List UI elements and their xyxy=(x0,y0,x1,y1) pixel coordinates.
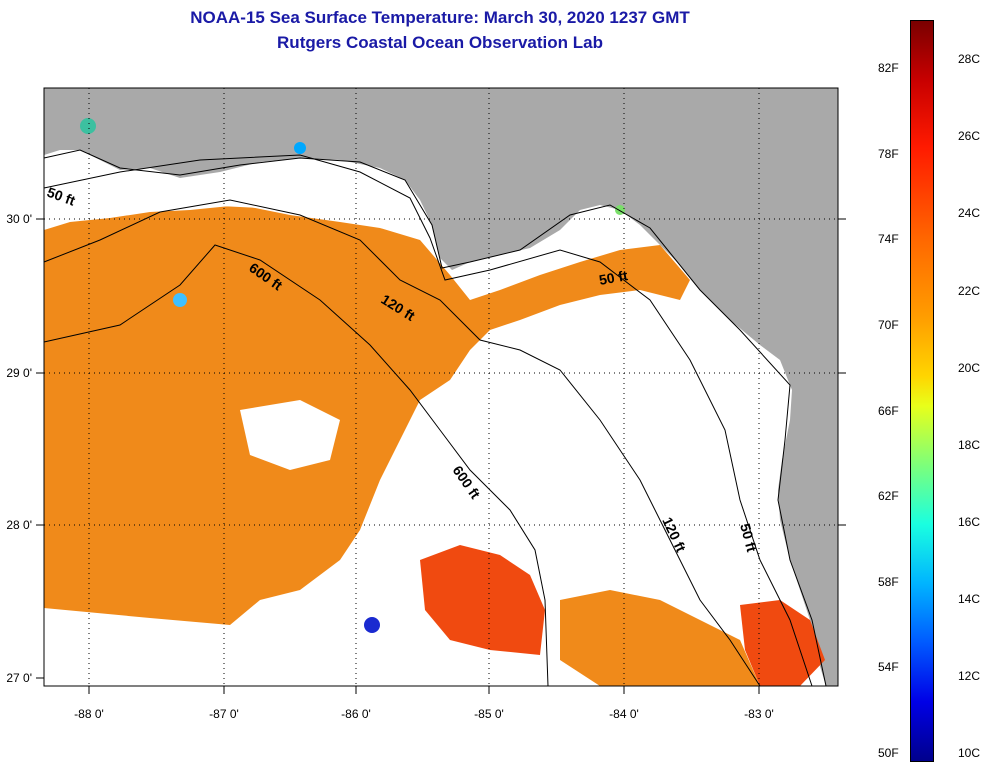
celsius-label: 12C xyxy=(958,669,981,683)
lon-label: -86 0' xyxy=(341,707,371,721)
sst-hot-patch xyxy=(420,545,545,655)
celsius-label: 28C xyxy=(958,52,981,66)
temperature-colorbar xyxy=(910,20,934,762)
fahrenheit-label: 62F xyxy=(878,489,899,503)
fahrenheit-label: 70F xyxy=(878,318,899,332)
celsius-label: 14C xyxy=(958,592,981,606)
tick-marks xyxy=(36,218,846,694)
celsius-label: 20C xyxy=(958,361,981,375)
fahrenheit-label: 58F xyxy=(878,575,899,589)
contour-label: 50 ft xyxy=(737,522,760,554)
cool-spot xyxy=(364,617,380,633)
cloud-gap xyxy=(60,178,400,210)
contour-label: 50 ft xyxy=(598,267,629,288)
cloud-gap xyxy=(44,615,420,686)
cool-spot xyxy=(294,142,306,154)
lon-label: -87 0' xyxy=(209,707,239,721)
chart-subtitle: Rutgers Coastal Ocean Observation Lab xyxy=(277,33,603,52)
lat-label: 28 0' xyxy=(6,518,32,532)
fahrenheit-label: 50F xyxy=(878,746,899,760)
lat-label: 29 0' xyxy=(6,366,32,380)
celsius-label: 24C xyxy=(958,206,981,220)
map-border xyxy=(43,87,839,687)
cloud-gap xyxy=(450,350,770,590)
cool-spot xyxy=(80,118,96,134)
lat-label: 27 0' xyxy=(6,671,32,685)
chart-title: NOAA-15 Sea Surface Temperature: March 3… xyxy=(190,8,690,27)
celsius-label: 22C xyxy=(958,284,981,298)
celsius-label: 10C xyxy=(958,746,981,760)
sst-hot-patch xyxy=(740,600,825,686)
fahrenheit-label: 66F xyxy=(878,404,899,418)
sst-orange-field xyxy=(44,205,690,625)
lon-label: -83 0' xyxy=(744,707,774,721)
celsius-label: 26C xyxy=(958,129,981,143)
celsius-label: 18C xyxy=(958,438,981,452)
lon-label: -84 0' xyxy=(609,707,639,721)
land-mass xyxy=(44,88,838,686)
fahrenheit-label: 78F xyxy=(878,147,899,161)
contour-120ft xyxy=(43,199,761,687)
fahrenheit-label: 54F xyxy=(878,660,899,674)
cloud-gap xyxy=(240,400,340,470)
contour-50ft xyxy=(43,154,813,687)
lon-label: -85 0' xyxy=(474,707,504,721)
lon-label: -88 0' xyxy=(74,707,104,721)
lat-label: 30 0' xyxy=(6,212,32,226)
celsius-label: 16C xyxy=(958,515,981,529)
fahrenheit-label: 74F xyxy=(878,232,899,246)
fahrenheit-label: 82F xyxy=(878,61,899,75)
coastline xyxy=(43,149,827,687)
sst-orange-patch xyxy=(560,590,760,686)
contour-600ft xyxy=(43,244,549,687)
cool-spot xyxy=(173,293,187,307)
